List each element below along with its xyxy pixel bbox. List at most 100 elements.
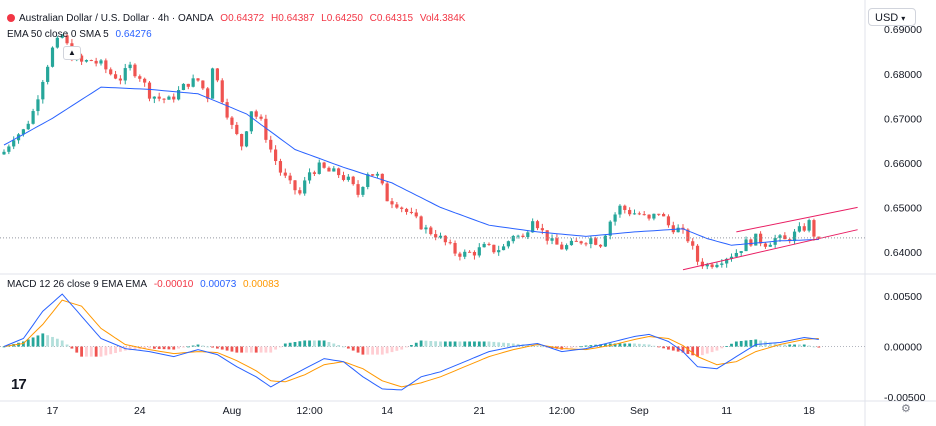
candle-body: [12, 140, 16, 147]
candle-body: [322, 162, 326, 168]
macd-histogram-bar: [793, 344, 796, 347]
macd-histogram-bar: [254, 346, 258, 353]
macd-histogram-bar: [633, 343, 636, 347]
macd-histogram-bar: [701, 346, 704, 356]
macd-histogram-bar: [264, 346, 268, 353]
macd-histogram-bar: [739, 340, 743, 347]
macd-histogram-bar: [211, 346, 214, 348]
macd-histogram-bar: [773, 343, 777, 347]
candle-body: [797, 226, 801, 232]
macd-histogram-bar: [424, 340, 428, 347]
candle-body: [99, 60, 103, 64]
macd-histogram-bar: [696, 346, 699, 357]
macd-histogram-bar: [80, 346, 83, 357]
macd-tick-label: 0.00000: [884, 342, 922, 354]
macd-histogram-bar: [240, 346, 244, 353]
macd-histogram-bar: [65, 344, 69, 347]
candle-body: [531, 221, 535, 233]
candle-body: [65, 35, 69, 44]
macd-histogram-bar: [225, 346, 229, 351]
macd-histogram-bar: [705, 346, 709, 354]
macd-histogram-bar: [114, 346, 117, 353]
macd-histogram-bar: [46, 335, 50, 347]
currency-selector[interactable]: USD ▾: [868, 8, 916, 26]
macd-histogram-bar: [128, 346, 132, 351]
macd-histogram-bar: [667, 346, 670, 350]
time-tick-label: 11: [721, 405, 732, 417]
candle-body: [763, 243, 768, 247]
time-tick-label: 17: [47, 405, 59, 417]
macd-histogram-bar: [99, 346, 103, 357]
candle-body: [686, 229, 690, 242]
candle-body: [657, 213, 661, 215]
macd-histogram-bar: [337, 345, 341, 347]
candle-body: [589, 238, 593, 245]
candle-body: [598, 244, 603, 247]
tradingview-logo-icon[interactable]: 17: [11, 376, 27, 393]
macd-histogram-bar: [511, 343, 515, 347]
macd-histogram-bar: [148, 346, 151, 349]
candle-body: [206, 88, 210, 99]
candle-body: [419, 216, 423, 230]
time-tick-label: 24: [134, 405, 146, 417]
macd-histogram-bar: [346, 346, 350, 349]
candle-body: [569, 240, 574, 246]
settings-gear-icon[interactable]: ⚙: [901, 403, 911, 415]
macd-histogram-bar: [477, 341, 481, 347]
candle-body: [84, 60, 89, 62]
macd-histogram-bar: [55, 338, 59, 347]
macd-histogram-bar: [143, 346, 147, 349]
macd-histogram-bar: [94, 346, 98, 357]
axes: 0.69000 0.68000 0.67000 0.66000 0.65000 0.640…: [47, 24, 926, 417]
macd-histogram-bar: [710, 346, 714, 353]
candle-body: [210, 68, 215, 99]
candle-body: [725, 258, 729, 264]
candle-body: [317, 162, 321, 174]
candle-body: [671, 225, 675, 233]
candle-body: [404, 208, 409, 212]
macd-histogram-bar: [351, 346, 355, 351]
macd-histogram-bar: [279, 346, 282, 348]
macd-label[interactable]: MACD 12 26 close 9 EMA EMA: [7, 279, 148, 290]
candle-body: [109, 69, 113, 75]
macd-histogram-bar: [439, 341, 442, 347]
macd-histogram-bar: [332, 343, 336, 347]
macd-histogram-bar: [293, 342, 297, 347]
macd-histogram-bar: [216, 346, 219, 349]
macd-histogram-bar: [434, 341, 438, 347]
candle-body: [691, 241, 695, 246]
macd-histogram-bar: [642, 344, 646, 347]
macd-histogram-bar: [186, 346, 190, 348]
candle-body: [438, 235, 443, 238]
collapse-legend-icon[interactable]: ▲: [63, 46, 81, 60]
candle-body: [293, 180, 297, 191]
time-tick-label: 14: [381, 405, 393, 417]
macd-histogram-bar: [560, 346, 564, 350]
macd-histogram-bar: [313, 340, 316, 347]
candle-body: [613, 214, 617, 222]
symbol-legend: Australian Dollar / U.S. Dollar · 4h · O…: [7, 13, 469, 25]
candle-body: [535, 221, 540, 229]
candle-body: [307, 172, 312, 181]
candle-body: [618, 205, 622, 215]
macd-histogram-bar: [662, 346, 665, 349]
candle-body: [734, 252, 738, 257]
candle-body: [167, 96, 171, 100]
candle-body: [356, 184, 360, 195]
candle-body: [143, 78, 147, 83]
candle-body: [482, 243, 486, 248]
candle-body: [550, 238, 554, 241]
macd-histogram-bar: [206, 346, 210, 348]
macd-histogram-bar: [720, 346, 724, 349]
candle-body: [254, 111, 258, 117]
symbol-title[interactable]: Australian Dollar / U.S. Dollar · 4h · O…: [19, 13, 214, 24]
candle-body: [225, 102, 229, 118]
candle-body: [181, 83, 186, 91]
candle-body: [269, 139, 273, 150]
macd-histogram-bar: [230, 346, 234, 352]
candle-body: [46, 66, 50, 82]
ema-label[interactable]: EMA 50 close 0 SMA 5: [7, 29, 109, 40]
macd-tick-label: 0.00500: [884, 291, 922, 303]
price-tick-label: 0.66000: [884, 158, 922, 170]
